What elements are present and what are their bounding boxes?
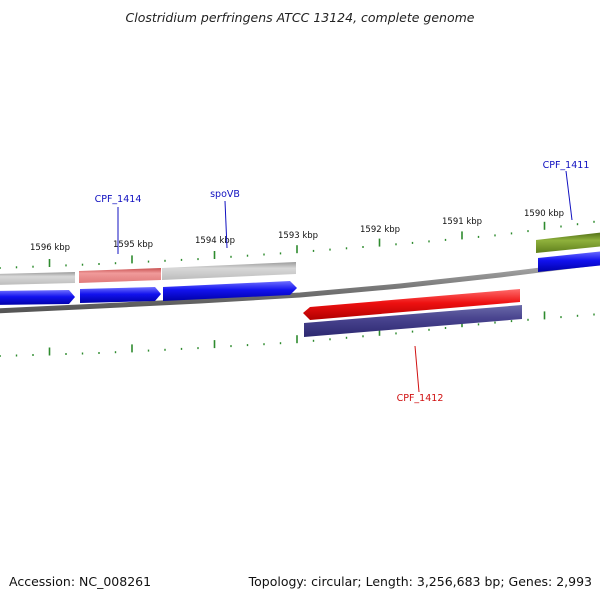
leader-line-cpf-1411 [565, 170, 573, 221]
genome-backbone [0, 260, 600, 314]
feature-cpf-1412-reverse[interactable] [304, 305, 522, 337]
gene-label-cpf-1411[interactable]: CPF_1411 [543, 160, 590, 171]
cds-arrow-left[interactable] [0, 290, 75, 305]
cds-arrow-spovb[interactable] [163, 281, 297, 301]
feature-gray-left[interactable] [0, 272, 75, 285]
feature-cpf-1411[interactable] [536, 232, 600, 253]
map-title: Clostridium perfringens ATCC 13124, comp… [126, 10, 475, 25]
scale-ticks-reverse [0, 311, 595, 357]
accession-text: Accession: NC_008261 [9, 574, 151, 589]
scale-label-1594: 1594 kbp [195, 236, 235, 246]
feature-spovb[interactable] [162, 262, 296, 280]
scale-ticks-forward [0, 220, 595, 269]
cds-arrow-cpf-1412[interactable] [303, 289, 520, 320]
cds-arrow-cpf-1411[interactable] [538, 251, 600, 272]
gene-label-cpf-1414[interactable]: CPF_1414 [95, 194, 142, 205]
scale-label-1592: 1592 kbp [360, 225, 400, 235]
cds-arrow-cpf-1414[interactable] [80, 287, 161, 303]
leader-line-spovb [224, 200, 228, 249]
scale-label-1596: 1596 kbp [30, 243, 70, 253]
scale-label-1593: 1593 kbp [278, 231, 318, 241]
gene-label-spovb[interactable]: spoVB [210, 189, 240, 200]
feature-cpf-1414[interactable] [79, 268, 161, 283]
scale-label-1591: 1591 kbp [442, 217, 482, 227]
leader-line-cpf-1412 [414, 345, 420, 393]
scale-label-1590: 1590 kbp [524, 209, 564, 219]
genome-summary-text: Topology: circular; Length: 3,256,683 bp… [248, 574, 592, 589]
scale-label-1595: 1595 kbp [113, 240, 153, 250]
gene-label-cpf-1412[interactable]: CPF_1412 [397, 393, 444, 404]
